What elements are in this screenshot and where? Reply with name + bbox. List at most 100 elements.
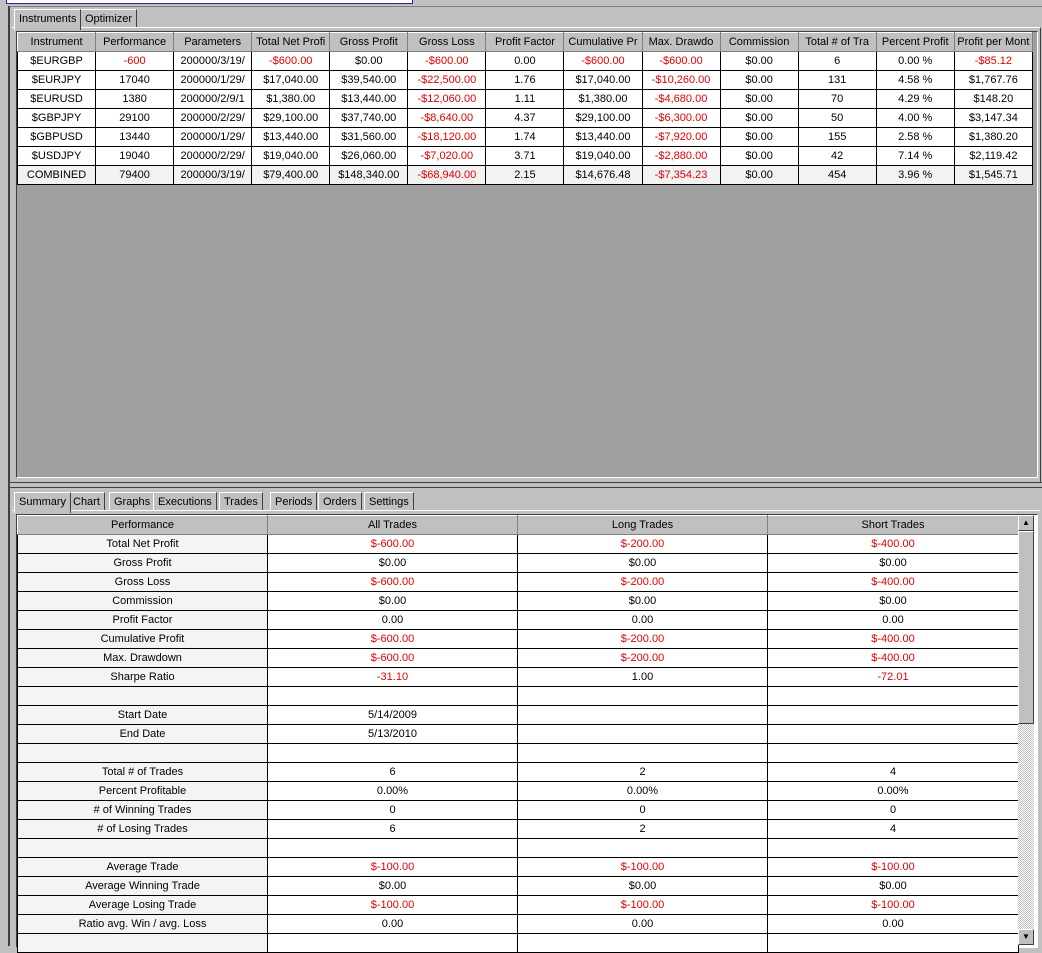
column-header[interactable]: Total # of Tra <box>797 32 877 52</box>
table-row[interactable]: COMBINED 79400 200000/3/19/$79,400.00 $148,… <box>16 165 1034 185</box>
summary-row[interactable]: Profit Factor 0.00 0.00 0.00 <box>17 610 1019 630</box>
summary-row[interactable]: Commission $0.00 $0.00 $0.00 <box>17 591 1019 611</box>
table-cell: $2,119.42 <box>953 146 1034 166</box>
metric-label: Max. Drawdown <box>17 648 268 668</box>
metric-value: $-400.00 <box>767 572 1019 592</box>
metric-value: 0 <box>517 800 768 820</box>
column-header[interactable]: Percent Profit <box>875 32 955 52</box>
tab-graphs[interactable]: Graphs <box>109 492 156 511</box>
metric-value: $0.00 <box>767 553 1019 573</box>
column-header[interactable]: Performance <box>95 32 175 52</box>
tab-chart[interactable]: Chart <box>68 492 105 511</box>
column-header[interactable]: Profit Factor <box>485 32 565 52</box>
tab-summary[interactable]: Summary <box>14 492 72 513</box>
summary-row[interactable]: Ratio avg. Win / avg. Loss 0.00 0.00 0.00 <box>17 914 1019 934</box>
summary-row[interactable]: Start Date 5/14/2009 <box>17 705 1019 725</box>
summary-row[interactable]: End Date 5/13/2010 <box>17 724 1019 744</box>
table-cell: -$7,354.23 <box>641 165 721 185</box>
tab-periods[interactable]: Periods <box>270 492 318 511</box>
summary-row[interactable]: Max. Drawdown $-600.00 $-200.00 $-400.00 <box>17 648 1019 668</box>
scroll-down-arrow-icon[interactable]: ▼ <box>1018 929 1034 945</box>
column-header[interactable]: Gross Loss <box>407 32 487 52</box>
table-cell: $31,560.00 <box>329 127 409 147</box>
table-cell: $1,380.20 <box>953 127 1034 147</box>
column-header[interactable]: Max. Drawdo <box>641 32 721 52</box>
summary-row[interactable] <box>17 743 1019 763</box>
summary-row[interactable] <box>17 686 1019 706</box>
column-header[interactable]: Gross Profit <box>329 32 409 52</box>
table-cell: -$600.00 <box>251 51 331 71</box>
summary-row[interactable] <box>17 933 1019 953</box>
tab-instruments[interactable]: Instruments <box>14 9 82 30</box>
table-row[interactable]: $EURUSD 1380 200000/2/9/1 $1,380.00 $13,440.… <box>16 89 1034 109</box>
summary-row[interactable]: Gross Loss $-600.00 $-200.00 $-400.00 <box>17 572 1019 592</box>
metric-value: $-200.00 <box>517 572 768 592</box>
table-row[interactable]: $GBPUSD 13440 200000/1/29/$13,440.00 $31,56… <box>16 127 1034 147</box>
table-cell: -600 <box>95 51 175 71</box>
column-header[interactable]: Short Trades <box>767 515 1019 535</box>
table-row[interactable]: $GBPJPY 29100 200000/2/29/$29,100.00 $37,74… <box>16 108 1034 128</box>
metric-value: 4 <box>767 819 1019 839</box>
vertical-scrollbar[interactable]: ▲ ▼ <box>1018 515 1034 945</box>
column-header[interactable]: Commission <box>719 32 799 52</box>
table-cell: 4.29 % <box>875 89 955 109</box>
metric-value <box>767 743 1019 763</box>
table-cell: $79,400.00 <box>251 165 331 185</box>
column-header[interactable]: Instrument <box>16 32 97 52</box>
table-cell: $17,040.00 <box>251 70 331 90</box>
table-row[interactable]: $EURGBP -600 200000/3/19/-$600.00 $0.00 -$60… <box>16 51 1034 71</box>
tab-settings[interactable]: Settings <box>364 492 414 511</box>
metric-label: Average Trade <box>17 857 268 877</box>
column-header[interactable]: All Trades <box>267 515 518 535</box>
metric-value: $-100.00 <box>267 895 518 915</box>
table-cell: $13,440.00 <box>329 89 409 109</box>
tab-orders[interactable]: Orders <box>318 492 362 511</box>
summary-row[interactable]: # of Winning Trades 0 0 0 <box>17 800 1019 820</box>
table-cell: $13,440.00 <box>563 127 643 147</box>
panel-splitter[interactable] <box>10 482 1042 488</box>
table-row[interactable]: $EURJPY 17040 200000/1/29/$17,040.00 $39,54… <box>16 70 1034 90</box>
summary-row[interactable]: Average Winning Trade $0.00 $0.00 $0.00 <box>17 876 1019 896</box>
column-header[interactable]: Cumulative Pr <box>563 32 643 52</box>
column-header[interactable]: Profit per Mont <box>953 32 1034 52</box>
table-cell: $USDJPY <box>16 146 97 166</box>
table-cell: 3.71 <box>485 146 565 166</box>
scrollbar-thumb[interactable] <box>1018 531 1034 724</box>
table-row[interactable]: $USDJPY 19040 200000/2/29/$19,040.00 $26,06… <box>16 146 1034 166</box>
summary-row[interactable]: Total # of Trades 6 2 4 <box>17 762 1019 782</box>
table-cell: 200000/1/29/ <box>173 70 253 90</box>
tab-optimizer[interactable]: Optimizer <box>80 9 138 28</box>
column-header[interactable]: Performance <box>17 515 268 535</box>
table-cell: -$85.12 <box>953 51 1034 71</box>
metric-value: $0.00 <box>267 553 518 573</box>
summary-row[interactable]: # of Losing Trades 6 2 4 <box>17 819 1019 839</box>
summary-row[interactable]: Average Trade $-100.00 $-100.00 $-100.00 <box>17 857 1019 877</box>
summary-row[interactable]: Percent Profitable 0.00% 0.00% 0.00% <box>17 781 1019 801</box>
summary-row[interactable]: Total Net Profit $-600.00 $-200.00 $-400.00 <box>17 534 1019 554</box>
splitter-left[interactable] <box>0 6 10 946</box>
table-cell: $EURUSD <box>16 89 97 109</box>
metric-value: 2 <box>517 762 768 782</box>
table-cell: -$7,020.00 <box>407 146 487 166</box>
metric-value <box>517 724 768 744</box>
tab-executions[interactable]: Executions <box>153 492 217 511</box>
scroll-up-arrow-icon[interactable]: ▲ <box>1018 515 1034 531</box>
column-header[interactable]: Total Net Profi <box>251 32 331 52</box>
table-cell: $GBPJPY <box>16 108 97 128</box>
metric-value <box>267 686 518 706</box>
metric-value: $0.00 <box>267 591 518 611</box>
metric-value <box>767 838 1019 858</box>
column-header[interactable]: Long Trades <box>517 515 768 535</box>
metric-value: 0.00% <box>267 781 518 801</box>
summary-row[interactable]: Gross Profit $0.00 $0.00 $0.00 <box>17 553 1019 573</box>
top-tab-strip: Instruments Optimizer <box>14 9 1038 30</box>
column-header[interactable]: Parameters <box>173 32 253 52</box>
tab-trades[interactable]: Trades <box>219 492 263 511</box>
table-cell: 3.96 % <box>875 165 955 185</box>
summary-row[interactable] <box>17 838 1019 858</box>
summary-row[interactable]: Average Losing Trade $-100.00 $-100.00 $-10… <box>17 895 1019 915</box>
summary-row[interactable]: Cumulative Profit $-600.00 $-200.00 $-400.0… <box>17 629 1019 649</box>
metric-value: 6 <box>267 762 518 782</box>
summary-row[interactable]: Sharpe Ratio -31.10 1.00 -72.01 <box>17 667 1019 687</box>
table-cell: $EURJPY <box>16 70 97 90</box>
